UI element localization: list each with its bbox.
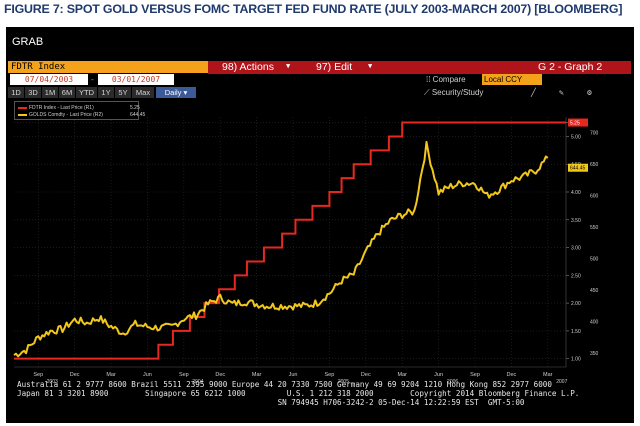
tab-1d[interactable]: 1D	[8, 87, 24, 98]
x-tick-year: 2007	[556, 379, 567, 385]
compare-label: Compare	[432, 75, 466, 84]
gold-axis-label: 500	[590, 257, 599, 263]
gold-axis-label: 650	[590, 162, 599, 168]
tab-6m[interactable]: 6M	[59, 87, 75, 98]
legend-label: FDTR Index - Last Price (R1)	[29, 105, 94, 111]
legend-item-gold: GOLDS Comdty - Last Price (R2) 644.45	[18, 112, 145, 118]
right-axis-label: 2.00	[571, 301, 581, 307]
legend-swatch-red	[18, 106, 27, 109]
settings-gear-icon[interactable]: ⚙	[587, 88, 592, 97]
gold-price-line	[13, 140, 549, 358]
x-tick-label: Jun	[434, 372, 443, 378]
last-value-tag-text: 5.25	[570, 121, 580, 127]
x-tick-year: 2004	[192, 379, 203, 385]
edit-pencil-icon[interactable]: ✎	[559, 88, 564, 97]
right-axis-label: 4.00	[571, 190, 581, 196]
window-title: GRAB	[12, 36, 44, 48]
x-tick-label: Dec	[361, 372, 371, 378]
chevron-down-icon: ▼	[286, 62, 291, 70]
legend-item-fdtr: FDTR Index - Last Price (R1) 5.25	[18, 105, 140, 111]
period-select[interactable]: Daily ▾	[156, 87, 196, 98]
chart-legend: FDTR Index - Last Price (R1) 5.25 GOLDS …	[14, 101, 145, 120]
security-study-label: Security/Study	[431, 88, 484, 97]
last-value-tags: 5.25 644.45	[568, 118, 588, 172]
footer-line-2: Japan 81 3 3201 8900 Singapore 65 6212 1…	[17, 389, 580, 398]
x-tick-year: 2005	[338, 379, 349, 385]
tab-1y[interactable]: 1Y	[98, 87, 114, 98]
right-axis-label: 5.00	[571, 134, 581, 140]
right-axis-label: 1.00	[571, 357, 581, 363]
x-tick-label: Mar	[397, 372, 407, 378]
security-study-button[interactable]: ⟋ Security/Study	[424, 88, 484, 97]
legend-value: 644.45	[130, 112, 146, 118]
x-tick-year: 2003	[47, 379, 58, 385]
x-tick-year: 2006	[447, 379, 458, 385]
gold-axis-label: 700	[590, 131, 599, 137]
tab-1m[interactable]: 1M	[42, 87, 58, 98]
end-date-input[interactable]: 03/01/2007	[98, 74, 174, 85]
gold-axis-label: 350	[590, 351, 599, 357]
gridlines	[14, 117, 566, 367]
actions-menu[interactable]: 98) Actions	[222, 61, 274, 73]
bloomberg-terminal-window: GRAB FDTR Index 98) Actions ▼ 97) Edit ▼…	[6, 27, 634, 423]
legend-swatch-yellow	[18, 113, 27, 116]
draw-line-icon[interactable]: ╱	[531, 88, 536, 97]
security-field[interactable]: FDTR Index	[8, 61, 208, 73]
right-axis-label: 2.50	[571, 273, 581, 279]
gold-axis-label: 550	[590, 225, 599, 231]
series-layer	[13, 121, 566, 360]
date-separator: -	[90, 75, 95, 84]
right-axis-label: 3.50	[571, 218, 581, 224]
x-tick-label: Mar	[252, 372, 262, 378]
x-tick-label: Sep	[33, 372, 43, 378]
legend-label: GOLDS Comdty - Last Price (R2)	[29, 112, 103, 118]
gold-axis-label: 600	[590, 194, 599, 200]
tab-max[interactable]: Max	[132, 87, 154, 98]
last-value-tag-box	[568, 118, 588, 127]
x-tick-label: Sep	[179, 372, 189, 378]
graph-title: G 2 - Graph 2	[538, 61, 603, 73]
compare-button[interactable]: ⁞⁞ Compare	[426, 75, 466, 84]
chevron-down-icon: ▼	[368, 62, 373, 70]
legend-value: 5.25	[130, 105, 140, 111]
x-tick-label: Sep	[325, 372, 335, 378]
gold-axis-label: 450	[590, 288, 599, 294]
x-tick-label: Dec	[70, 372, 80, 378]
x-tick-label: Dec	[507, 372, 517, 378]
last-value-tag-box	[568, 163, 588, 172]
period-label: Daily	[164, 88, 182, 97]
edit-menu[interactable]: 97) Edit	[316, 61, 353, 73]
last-value-tag-text: 644.45	[570, 166, 586, 172]
right-axis-label: 1.50	[571, 329, 581, 335]
right-axis-label: 3.00	[571, 246, 581, 252]
x-tick-label: Sep	[470, 372, 480, 378]
menu-bar: 98) Actions ▼ 97) Edit ▼ G 2 - Graph 2	[208, 61, 631, 74]
figure-caption: FIGURE 7: SPOT GOLD VERSUS FOMC TARGET F…	[4, 2, 623, 16]
footer-line-1: Australia 61 2 9777 8600 Brazil 5511 239…	[17, 380, 552, 389]
gold-axis-label: 400	[590, 320, 599, 326]
x-tick-label: Dec	[215, 372, 225, 378]
start-date-input[interactable]: 07/04/2003	[10, 74, 88, 85]
currency-select[interactable]: Local CCY	[482, 74, 542, 85]
plot-background	[6, 99, 634, 389]
x-tick-label: Jun	[289, 372, 298, 378]
x-tick-label: Mar	[543, 372, 553, 378]
tab-ytd[interactable]: YTD	[76, 87, 97, 98]
footer-line-3: SN 794945 H706-3242-2 05-Dec-14 12:22:59…	[17, 398, 525, 407]
x-tick-label: Jun	[143, 372, 152, 378]
tab-3d[interactable]: 3D	[25, 87, 41, 98]
x-tick-label: Mar	[106, 372, 116, 378]
tab-5y[interactable]: 5Y	[115, 87, 131, 98]
